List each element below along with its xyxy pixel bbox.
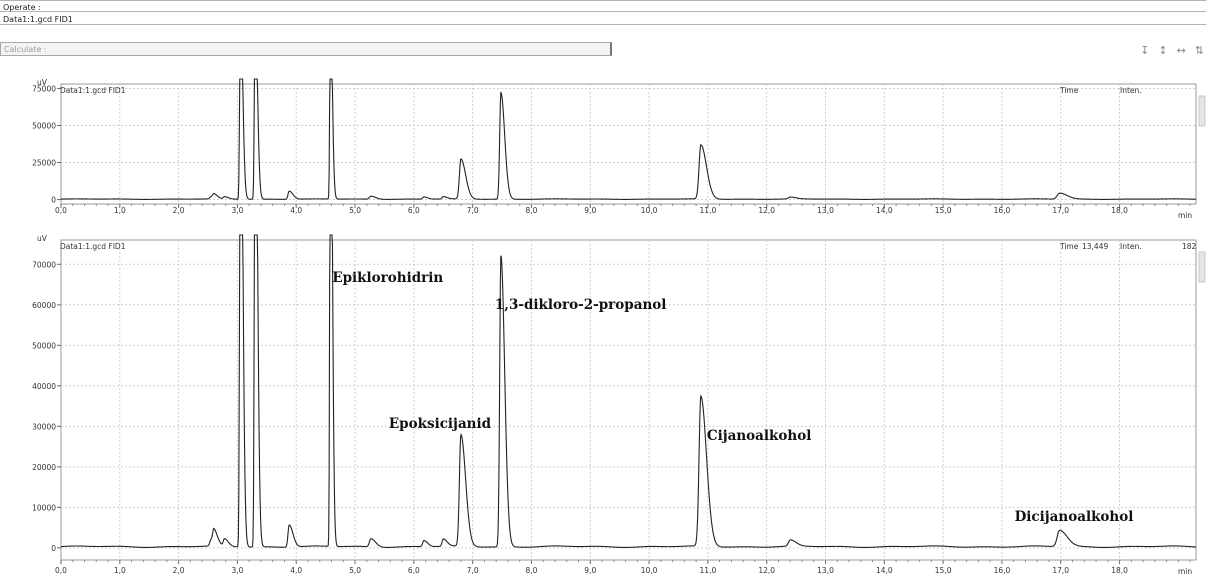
chart2-xtick-label: 10,0	[641, 566, 658, 575]
chart1-xtick-label: 1,0	[114, 206, 126, 215]
chart2-xtick-label: 12,0	[758, 566, 775, 575]
chart1-xtick-label: 0,0	[55, 206, 67, 215]
chart1-trace	[60, 78, 1197, 200]
chart2-ytick-label: 10000	[32, 503, 56, 512]
chart2-xlabel: min	[1178, 567, 1193, 576]
chart2-ylabel: uV	[37, 234, 47, 243]
chart1-xtick-label: 5,0	[349, 206, 361, 215]
chart1-ytick-label: 25000	[32, 159, 56, 168]
dataset-label: Data1:1.gcd FID1	[3, 15, 73, 24]
chart1-xtick-label: 7,0	[467, 206, 479, 215]
fit-both-icon[interactable]: ⇅	[1194, 44, 1204, 57]
chart2-time-label: Time	[1060, 242, 1079, 251]
fit-vertical-icon[interactable]: ↧	[1140, 44, 1150, 57]
chart1-xtick-label: 17,0	[1052, 206, 1069, 215]
chart2-xtick-label: 5,0	[349, 566, 361, 575]
chart2-xtick-label: 8,0	[525, 566, 537, 575]
chart2-scroll-thumb[interactable]	[1198, 251, 1206, 283]
chart2-inten-label: Inten.	[1120, 242, 1142, 251]
chart1-xtick-label: 14,0	[876, 206, 893, 215]
chart1-scroll-thumb[interactable]	[1198, 95, 1206, 127]
calculate-label: Calculate :	[4, 45, 47, 54]
chart2-xtick-label: 7,0	[467, 566, 479, 575]
chart2-ytick-label: 20000	[32, 463, 56, 472]
chart2-xtick-label: 18,0	[1111, 566, 1128, 575]
chart1-xtick-label: 16,0	[994, 206, 1011, 215]
chart2-ytick-label: 40000	[32, 382, 56, 391]
chart2-xtick-label: 1,0	[114, 566, 126, 575]
chart2-xtick-label: 17,0	[1052, 566, 1069, 575]
chart1-xtick-label: 8,0	[525, 206, 537, 215]
chart2-ytick-label: 60000	[32, 301, 56, 310]
chart1-xtick-label: 4,0	[290, 206, 302, 215]
chart1-xtick-label: 18,0	[1111, 206, 1128, 215]
chart1-xtick-label: 2,0	[173, 206, 185, 215]
operate-bar: Operate :	[0, 0, 1206, 12]
chart1-ytick-label: 0	[51, 196, 56, 205]
chart2-xtick-label: 3,0	[231, 566, 243, 575]
peak-label-epiklorohidrin: Epiklorohidrin	[332, 270, 444, 286]
dataset-bar: Data1:1.gcd FID1	[0, 13, 1206, 25]
peak-label-1-3-dikloro-2-propanol: 1,3-dikloro-2-propanol	[494, 297, 667, 313]
peak-label-epoksicijanid: Epoksicijanid	[388, 416, 492, 432]
chart1-xtick-label: 11,0	[700, 206, 717, 215]
peak-label-cijanoalkohol: Cijanoalkohol	[706, 428, 812, 444]
chart2-ytick-label: 0	[51, 544, 56, 553]
chart1-xtick-label: 9,0	[584, 206, 596, 215]
view-toolbar: ↧ ↕ ↔ ⇅	[1140, 45, 1204, 56]
zoom-horizontal-icon[interactable]: ↔	[1176, 44, 1186, 57]
chart2-frame	[60, 239, 1197, 561]
chart2-xtick-label: 13,0	[817, 566, 834, 575]
chart2-ytick-label: 30000	[32, 422, 56, 431]
chart1-time-label: Time	[1060, 86, 1079, 95]
chart2-time-value: 13,449	[1082, 242, 1109, 251]
chart1-xtick-label: 15,0	[935, 206, 952, 215]
chart1-xlabel: min	[1178, 211, 1193, 220]
chart2-xtick-label: 6,0	[408, 566, 420, 575]
chart1-ylabel: uV	[37, 78, 47, 87]
chart2-xtick-label: 2,0	[173, 566, 185, 575]
chart2-xtick-label: 16,0	[994, 566, 1011, 575]
chart2-xtick-label: 11,0	[700, 566, 717, 575]
calculate-field[interactable]: Calculate :	[0, 42, 612, 56]
chart1-xtick-label: 3,0	[231, 206, 243, 215]
chart2-trace	[60, 234, 1197, 548]
chart1-frame	[60, 83, 1197, 205]
operate-label: Operate :	[3, 3, 41, 12]
chart2-xtick-label: 9,0	[584, 566, 596, 575]
chart1-ytick-label: 50000	[32, 121, 56, 130]
chart1-xtick-label: 6,0	[408, 206, 420, 215]
chart1-title: Data1:1.gcd FID1	[60, 86, 126, 95]
chart2-xtick-label: 0,0	[55, 566, 67, 575]
chart1-xtick-label: 10,0	[641, 206, 658, 215]
chart2-xtick-label: 4,0	[290, 566, 302, 575]
chart2-xtick-label: 15,0	[935, 566, 952, 575]
chart2-xtick-label: 14,0	[876, 566, 893, 575]
chart1-ytick-label: 75000	[32, 84, 56, 93]
chart1-inten-label: Inten.	[1120, 86, 1142, 95]
zoom-vertical-icon[interactable]: ↕	[1158, 44, 1168, 57]
chart1-xtick-label: 12,0	[758, 206, 775, 215]
chart2-inten-value: 182	[1182, 242, 1197, 251]
peak-label-dicijanoalkohol: Dicijanoalkohol	[1014, 509, 1134, 525]
chart2-ytick-label: 70000	[32, 260, 56, 269]
chart1-xtick-label: 13,0	[817, 206, 834, 215]
chart2-ytick-label: 50000	[32, 341, 56, 350]
chart2-title: Data1:1.gcd FID1	[60, 242, 126, 251]
